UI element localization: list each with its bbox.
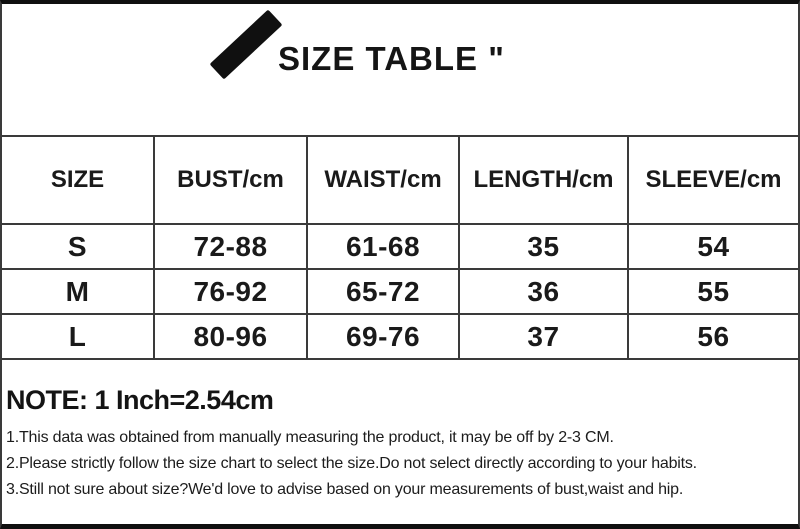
col-header-length: LENGTH/cm [458,135,627,223]
row-s-size: S [2,223,153,268]
row-l-bust: 80-96 [153,313,306,358]
note-heading: NOTE: 1 Inch=2.54cm [6,385,274,415]
note-line-2: 2.Please strictly follow the size chart … [6,455,697,472]
brush-stroke-icon [209,9,283,80]
note-line-1: 1.This data was obtained from manually m… [6,429,614,446]
notes-section: NOTE: 1 Inch=2.54cm 1.This data was obta… [2,358,798,524]
col-header-bust: BUST/cm [153,135,306,223]
row-m-size: M [2,268,153,313]
row-l-size: L [2,313,153,358]
row-l-length: 37 [458,313,627,358]
title-band: SIZE TABLE " [2,4,798,135]
row-m-length: 36 [458,268,627,313]
row-s-waist: 61-68 [306,223,458,268]
col-header-waist: WAIST/cm [306,135,458,223]
row-l-waist: 69-76 [306,313,458,358]
page-title: SIZE TABLE " [278,40,505,77]
row-m-bust: 76-92 [153,268,306,313]
size-table: SIZE BUST/cm WAIST/cm LENGTH/cm SLEEVE/c… [2,135,798,358]
row-s-bust: 72-88 [153,223,306,268]
col-header-sleeve: SLEEVE/cm [627,135,798,223]
row-s-length: 35 [458,223,627,268]
note-line-3: 3.Still not sure about size?We'd love to… [6,481,684,498]
row-m-sleeve: 55 [627,268,798,313]
row-l-sleeve: 56 [627,313,798,358]
row-s-sleeve: 54 [627,223,798,268]
row-m-waist: 65-72 [306,268,458,313]
col-header-size: SIZE [2,135,153,223]
